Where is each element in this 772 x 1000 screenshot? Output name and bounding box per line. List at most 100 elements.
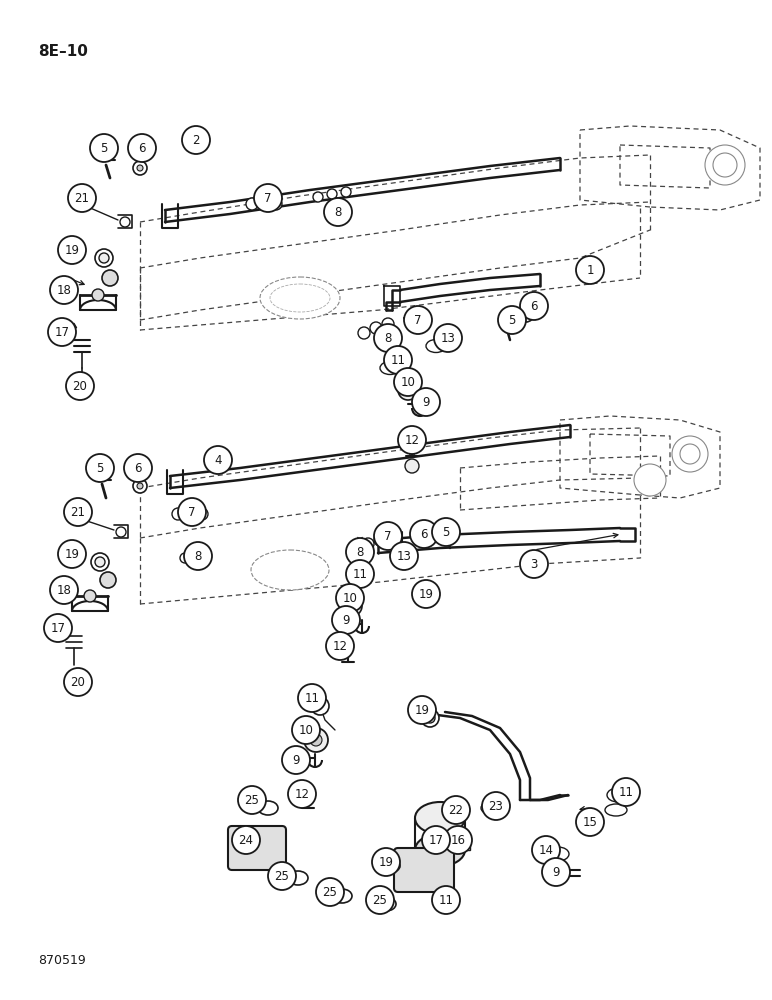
Circle shape <box>116 527 126 537</box>
Text: 7: 7 <box>264 192 272 205</box>
Circle shape <box>612 778 640 806</box>
Circle shape <box>124 454 152 482</box>
Ellipse shape <box>426 340 446 353</box>
Ellipse shape <box>270 284 330 312</box>
Circle shape <box>133 479 147 493</box>
Circle shape <box>713 153 737 177</box>
Circle shape <box>341 187 351 197</box>
Text: 17: 17 <box>428 834 443 846</box>
Circle shape <box>310 734 322 746</box>
Circle shape <box>412 530 428 546</box>
Text: 7: 7 <box>188 506 196 518</box>
Circle shape <box>442 796 470 824</box>
Circle shape <box>44 614 72 642</box>
Text: 22: 22 <box>449 804 463 816</box>
Circle shape <box>270 198 282 210</box>
Circle shape <box>50 576 78 604</box>
Circle shape <box>404 306 432 334</box>
Text: 9: 9 <box>293 754 300 766</box>
Text: 4: 4 <box>215 454 222 466</box>
Ellipse shape <box>605 804 627 816</box>
Circle shape <box>133 161 147 175</box>
Text: 9: 9 <box>552 865 560 879</box>
Circle shape <box>120 217 130 227</box>
Text: 21: 21 <box>70 506 86 518</box>
Circle shape <box>390 542 418 570</box>
Circle shape <box>66 372 94 400</box>
Text: 17: 17 <box>55 326 69 338</box>
Circle shape <box>394 368 422 396</box>
Ellipse shape <box>395 552 413 564</box>
Text: 5: 5 <box>508 314 516 326</box>
Circle shape <box>311 697 329 715</box>
Ellipse shape <box>260 277 340 319</box>
Text: 21: 21 <box>75 192 90 205</box>
Text: 13: 13 <box>441 332 455 344</box>
Ellipse shape <box>380 361 400 374</box>
Circle shape <box>634 464 666 496</box>
Text: 24: 24 <box>239 834 253 846</box>
Circle shape <box>50 276 78 304</box>
FancyBboxPatch shape <box>228 826 286 870</box>
Text: 10: 10 <box>401 375 415 388</box>
Circle shape <box>268 862 296 890</box>
FancyBboxPatch shape <box>452 840 470 850</box>
Circle shape <box>498 306 526 334</box>
Circle shape <box>58 236 86 264</box>
Text: 7: 7 <box>415 314 422 326</box>
Circle shape <box>332 606 360 634</box>
Text: 6: 6 <box>138 141 146 154</box>
Ellipse shape <box>434 898 454 910</box>
Text: 18: 18 <box>56 284 72 296</box>
Circle shape <box>350 542 362 554</box>
Text: 11: 11 <box>353 568 367 580</box>
Circle shape <box>238 786 266 814</box>
Circle shape <box>182 126 210 154</box>
Circle shape <box>425 713 435 723</box>
Circle shape <box>421 709 439 727</box>
Text: 15: 15 <box>583 816 598 828</box>
Circle shape <box>532 836 560 864</box>
Text: 11: 11 <box>304 692 320 704</box>
Ellipse shape <box>251 550 329 590</box>
Circle shape <box>419 589 437 607</box>
Circle shape <box>520 550 548 578</box>
Circle shape <box>327 189 337 199</box>
Circle shape <box>576 256 604 284</box>
Circle shape <box>196 508 208 520</box>
Circle shape <box>358 327 370 339</box>
Text: 6: 6 <box>134 462 142 475</box>
Circle shape <box>416 534 424 542</box>
Circle shape <box>172 508 184 520</box>
Circle shape <box>336 584 364 612</box>
Text: 10: 10 <box>299 724 313 736</box>
Circle shape <box>258 196 270 208</box>
Circle shape <box>324 198 352 226</box>
Text: 6: 6 <box>530 300 538 312</box>
Circle shape <box>92 289 104 301</box>
Text: 870519: 870519 <box>38 954 86 966</box>
Text: 12: 12 <box>333 640 347 652</box>
Circle shape <box>482 792 510 820</box>
Circle shape <box>292 716 320 744</box>
Circle shape <box>64 668 92 696</box>
Circle shape <box>346 538 374 566</box>
Circle shape <box>384 346 412 374</box>
Circle shape <box>522 310 530 318</box>
Ellipse shape <box>607 788 629 802</box>
Circle shape <box>403 385 413 395</box>
Circle shape <box>180 553 190 563</box>
Circle shape <box>518 306 534 322</box>
Text: 2: 2 <box>192 133 200 146</box>
Text: 14: 14 <box>539 844 554 856</box>
Circle shape <box>542 858 570 886</box>
Text: 11: 11 <box>618 786 634 798</box>
Text: 9: 9 <box>422 395 430 408</box>
Circle shape <box>410 520 438 548</box>
Circle shape <box>69 685 79 695</box>
Circle shape <box>576 808 604 836</box>
Circle shape <box>282 746 310 774</box>
Circle shape <box>204 446 232 474</box>
Circle shape <box>102 270 118 286</box>
Text: 11: 11 <box>438 894 453 906</box>
